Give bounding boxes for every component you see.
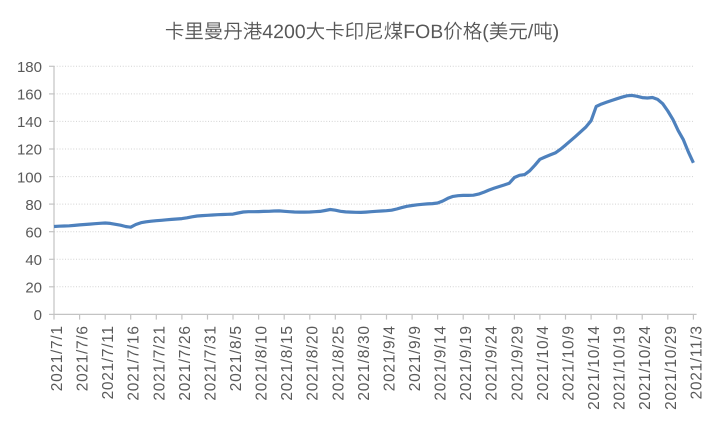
svg-text:20: 20 [25,280,42,297]
svg-text:2021/7/6: 2021/7/6 [75,325,92,391]
svg-text:160: 160 [17,87,42,104]
svg-text:2021/9/24: 2021/9/24 [484,325,501,400]
svg-text:2021/7/31: 2021/7/31 [202,325,219,400]
svg-text:60: 60 [25,224,42,241]
svg-text:2021/8/10: 2021/8/10 [254,325,271,400]
svg-text:2021/8/25: 2021/8/25 [330,325,347,400]
svg-text:80: 80 [25,197,42,214]
svg-text:2021/9/14: 2021/9/14 [433,325,450,400]
svg-text:2021/7/26: 2021/7/26 [177,325,194,400]
svg-text:140: 140 [17,114,42,131]
svg-text:2021/11/3: 2021/11/3 [688,325,705,399]
svg-text:2021/8/20: 2021/8/20 [305,325,322,400]
svg-text:2021/8/15: 2021/8/15 [279,325,296,400]
svg-text:2021/8/30: 2021/8/30 [356,325,373,400]
svg-text:100: 100 [17,169,42,186]
svg-text:2021/9/19: 2021/9/19 [458,325,475,400]
svg-text:2021/10/19: 2021/10/19 [612,325,629,410]
svg-text:2021/7/11: 2021/7/11 [100,325,117,399]
svg-text:2021/10/14: 2021/10/14 [586,325,603,410]
svg-text:2021/9/4: 2021/9/4 [381,325,398,391]
svg-text:2021/10/9: 2021/10/9 [561,325,578,400]
svg-text:40: 40 [25,252,42,269]
svg-text:2021/10/29: 2021/10/29 [663,325,680,410]
svg-text:180: 180 [17,59,42,76]
svg-text:2021/8/5: 2021/8/5 [228,325,245,391]
svg-text:2021/10/4: 2021/10/4 [535,325,552,400]
svg-text:120: 120 [17,142,42,159]
svg-text:2021/9/29: 2021/9/29 [509,325,526,400]
svg-text:2021/7/16: 2021/7/16 [126,325,143,400]
svg-text:2021/7/21: 2021/7/21 [151,325,168,400]
svg-text:0: 0 [34,307,42,324]
svg-text:2021/9/9: 2021/9/9 [407,325,424,391]
svg-text:2021/10/24: 2021/10/24 [637,325,654,410]
svg-text:2021/7/1: 2021/7/1 [49,325,66,391]
